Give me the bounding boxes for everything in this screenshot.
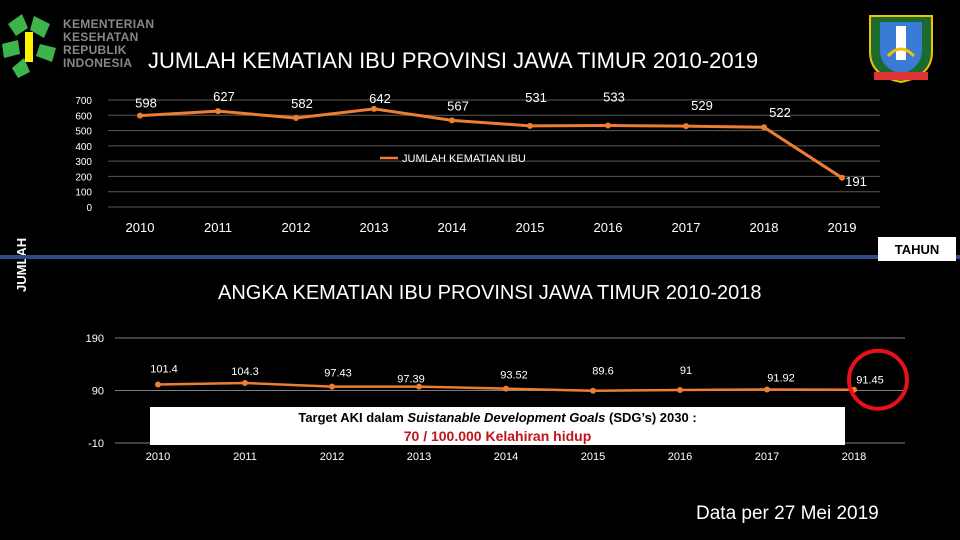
chart2-data-label: 104.3 <box>231 366 259 378</box>
chart2-data-label: 91.45 <box>856 375 884 387</box>
chart1-data-label: 642 <box>369 91 391 106</box>
chart2-data-point <box>242 379 248 386</box>
chart2-data-label: 91.92 <box>767 372 795 384</box>
target-line-2: 70 / 100.000 Kelahiran hidup <box>403 428 592 444</box>
chart1-data-point <box>683 123 689 130</box>
chart2-y-tick-label: 190 <box>86 333 104 345</box>
chart2-data-label: 93.52 <box>500 370 528 382</box>
chart2-data-point <box>503 385 509 392</box>
chart2-data-label: 97.39 <box>397 374 425 386</box>
chart2-data-point <box>416 383 422 390</box>
chart2-data-label: 89.6 <box>592 366 613 378</box>
chart2-x-tick-label: 2014 <box>494 451 518 463</box>
chart1-data-label: 567 <box>447 98 469 113</box>
chart1-y-tick-label: 0 <box>86 203 92 214</box>
logo-line-4: INDONESIA <box>63 56 133 70</box>
chart1-data-point <box>839 174 845 181</box>
chart1: 0 100 200 300 400 500 600 700 2010 2011 2012 2013 20… <box>75 89 880 235</box>
logo-line-3: REPUBLIK <box>63 43 127 57</box>
divider-line <box>0 255 960 259</box>
chart2-data-point <box>155 381 161 388</box>
highlight-circle <box>847 348 909 411</box>
chart1-x-tick-label: 2013 <box>360 220 389 235</box>
chart2-x-tick-label: 2011 <box>233 451 257 463</box>
chart1-x-tick-label: 2011 <box>204 220 232 235</box>
chart1-data-label: 191 <box>845 174 867 189</box>
chart1-x-tick-label: 2019 <box>828 220 857 235</box>
chart2-x-tick-label: 2017 <box>755 451 779 463</box>
chart2-x-tick-label: 2015 <box>581 451 605 463</box>
chart1-x-tick-label: 2010 <box>126 220 155 235</box>
chart2-data-point <box>590 387 596 394</box>
chart1-legend-label: JUMLAH KEMATIAN IBU <box>402 153 526 165</box>
kemenkes-logo: KEMENTERIAN KESEHATAN REPUBLIK INDONESIA <box>0 10 154 80</box>
chart1-x-tick-label: 2017 <box>672 220 701 235</box>
chart2-data-point <box>764 386 770 393</box>
target-line-1: Target AKI dalam Suistanable Development… <box>298 410 697 425</box>
logo-line-2: KESEHATAN <box>63 30 139 44</box>
chart1-x-tick-label: 2015 <box>516 220 545 235</box>
chart1-y-tick-label: 300 <box>75 157 92 168</box>
chart2-y-tick-label: -10 <box>88 438 104 450</box>
chart1-data-point <box>215 108 221 115</box>
chart1-y-tick-label: 100 <box>75 188 92 199</box>
chart1-title: JUMLAH KEMATIAN IBU PROVINSI JAWA TIMUR … <box>148 48 759 73</box>
chart2-x-tick-label: 2018 <box>842 451 866 463</box>
x-axis-label: TAHUN <box>878 237 956 261</box>
chart2-x-tick-label: 2013 <box>407 451 431 463</box>
chart1-data-point <box>527 122 533 129</box>
chart2-x-tick-label: 2016 <box>668 451 692 463</box>
chart1-y-tick-label: 600 <box>75 111 92 122</box>
chart1-data-point <box>371 105 377 112</box>
chart2-data-label: 97.43 <box>324 368 352 380</box>
chart1-data-label: 582 <box>291 96 313 111</box>
chart1-y-tick-label: 200 <box>75 172 92 183</box>
chart1-data-label: 627 <box>213 89 235 104</box>
target-box: Target AKI dalam Suistanable Development… <box>150 407 845 445</box>
chart1-x-tick-label: 2016 <box>594 220 623 235</box>
chart2-data-point <box>677 386 683 393</box>
chart2-data-point <box>329 383 335 390</box>
chart1-y-tick-label: 400 <box>75 142 92 153</box>
chart1-x-tick-label: 2018 <box>750 220 779 235</box>
chart1-y-tick-label: 500 <box>75 127 92 138</box>
chart1-data-point <box>293 115 299 122</box>
chart1-series-line <box>139 107 843 180</box>
chart1-data-point <box>137 112 143 119</box>
chart2-y-tick-label: 90 <box>92 386 104 398</box>
chart1-x-tick-label: 2014 <box>438 220 467 235</box>
chart2-data-label: 91 <box>680 365 692 377</box>
chart2-x-tick-label: 2012 <box>320 451 344 463</box>
chart2-title: ANGKA KEMATIAN IBU PROVINSI JAWA TIMUR 2… <box>218 282 762 304</box>
chart1-data-point <box>761 124 767 131</box>
kemenkes-logo-icon <box>2 14 56 78</box>
chart1-data-point <box>449 117 455 124</box>
chart1-data-label: 529 <box>691 98 713 113</box>
jawa-timur-emblem-icon <box>869 15 933 84</box>
chart1-x-tick-label: 2012 <box>282 220 311 235</box>
logo-line-1: KEMENTERIAN <box>63 17 155 31</box>
chart1-y-tick-label: 700 <box>75 96 92 107</box>
chart1-data-label: 531 <box>525 90 547 105</box>
chart1-data-label: 598 <box>135 96 157 111</box>
chart1-data-label: 522 <box>769 105 791 120</box>
chart2-x-tick-label: 2010 <box>146 451 170 463</box>
chart2-data-label: 101.4 <box>150 364 178 376</box>
data-date-note: Data per 27 Mei 2019 <box>696 503 879 524</box>
chart1-data-label: 533 <box>603 90 625 105</box>
chart1-data-point <box>605 122 611 129</box>
